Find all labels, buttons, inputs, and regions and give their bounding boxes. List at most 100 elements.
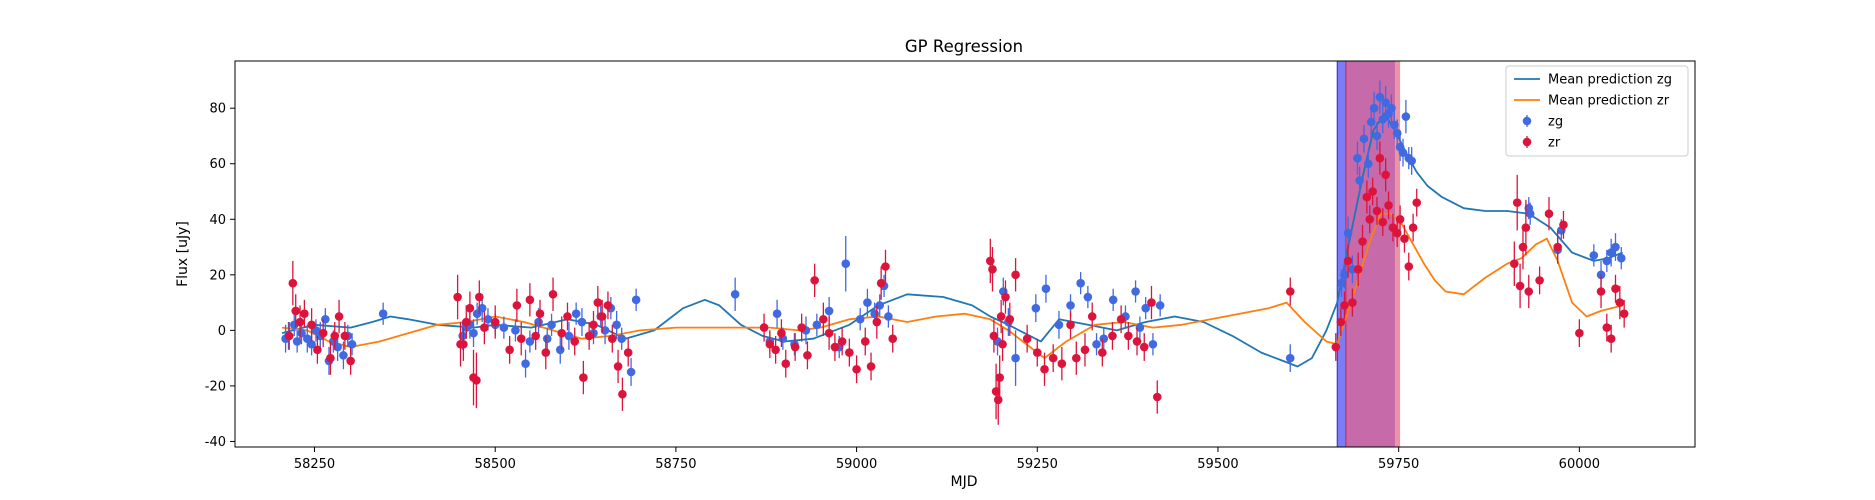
data-point-zr bbox=[995, 373, 1004, 382]
x-tick-label: 60000 bbox=[1559, 457, 1600, 472]
data-point-zg bbox=[525, 337, 535, 346]
data-point-zr bbox=[330, 331, 340, 341]
data-point-zr bbox=[1340, 301, 1349, 310]
data-point-zg bbox=[333, 342, 342, 352]
data-point-zg bbox=[577, 317, 587, 327]
data-point-zg bbox=[1353, 153, 1362, 163]
data-point-zg bbox=[469, 328, 478, 338]
data-point-zg bbox=[1343, 228, 1353, 238]
data-point-zr bbox=[837, 337, 847, 346]
y-tick-label: 80 bbox=[209, 102, 226, 117]
data-point-zr bbox=[1124, 331, 1133, 341]
data-point-zr bbox=[472, 376, 481, 385]
data-point-zg bbox=[1359, 134, 1369, 144]
data-point-zr bbox=[1336, 317, 1346, 327]
data-point-zg bbox=[1381, 98, 1390, 107]
data-point-zr bbox=[1032, 348, 1042, 357]
data-point-zr bbox=[531, 331, 540, 341]
data-point-zg bbox=[870, 309, 879, 319]
data-point-zr bbox=[300, 309, 309, 319]
data-point-zr bbox=[346, 356, 355, 366]
data-point-zr bbox=[872, 317, 882, 327]
data-point-zr bbox=[505, 345, 514, 355]
data-point-zg bbox=[600, 326, 610, 335]
shaded-region-zr bbox=[1395, 61, 1401, 447]
data-point-zr bbox=[1553, 242, 1562, 252]
data-point-zr bbox=[1048, 353, 1058, 363]
data-point-zr bbox=[1559, 220, 1568, 230]
data-point-zg bbox=[1387, 103, 1396, 113]
data-point-zg bbox=[1131, 287, 1140, 296]
data-point-zg bbox=[863, 298, 872, 307]
data-point-zg bbox=[875, 301, 885, 310]
data-point-zr bbox=[1400, 234, 1409, 244]
data-point-zg bbox=[1364, 159, 1373, 169]
data-point-zr bbox=[824, 328, 834, 338]
data-point-zg bbox=[1011, 353, 1020, 363]
chart-title: GP Regression bbox=[905, 37, 1023, 56]
data-point-zr bbox=[989, 331, 999, 341]
legend-label: zg bbox=[1548, 115, 1563, 130]
data-points bbox=[281, 80, 1629, 425]
data-point-zr bbox=[291, 306, 301, 316]
data-point-zr bbox=[819, 314, 828, 324]
data-point-zg bbox=[1155, 301, 1165, 310]
data-point-zr bbox=[1353, 264, 1363, 274]
data-point-zr bbox=[1615, 298, 1625, 307]
data-point-zg bbox=[1340, 270, 1349, 280]
plot-frame bbox=[234, 60, 1696, 448]
y-axis: -40 -20 0 20 40 60 80 bbox=[205, 102, 235, 450]
data-point-zr bbox=[1512, 198, 1522, 207]
data-point-zg bbox=[1392, 128, 1402, 138]
plot-area bbox=[281, 61, 1629, 447]
data-point-zr bbox=[307, 320, 316, 330]
data-point-zg bbox=[292, 337, 302, 346]
x-tick-label: 59500 bbox=[1197, 457, 1238, 472]
data-point-zr bbox=[584, 331, 594, 341]
legend-label: zr bbox=[1548, 136, 1561, 151]
data-point-zg bbox=[1372, 131, 1382, 141]
data-point-zr bbox=[1372, 206, 1382, 216]
data-point-zr bbox=[541, 348, 551, 357]
y-tick-label: 60 bbox=[209, 157, 226, 172]
data-point-zg bbox=[1525, 209, 1535, 219]
data-point-zr bbox=[1368, 187, 1377, 196]
data-point-zr bbox=[790, 342, 800, 352]
data-point-zr bbox=[461, 317, 471, 327]
data-point-zg bbox=[730, 289, 740, 299]
x-axis: 58250 58500 58750 59000 59250 59500 59750 60000 bbox=[294, 447, 1600, 472]
data-point-zg bbox=[555, 345, 565, 355]
data-point-zg bbox=[855, 314, 865, 324]
data-point-zr bbox=[881, 262, 890, 271]
data-point-zg bbox=[631, 295, 641, 305]
data-point-zr bbox=[996, 312, 1006, 321]
data-point-zr bbox=[465, 303, 475, 313]
data-point-zg bbox=[1390, 120, 1399, 130]
y-tick-label: -20 bbox=[205, 379, 226, 394]
data-point-zr bbox=[512, 301, 522, 310]
legend-point-swatch bbox=[1522, 116, 1532, 126]
data-point-zr bbox=[1524, 287, 1534, 296]
data-point-zr bbox=[765, 339, 775, 349]
data-point-zg bbox=[542, 334, 552, 343]
data-point-zr bbox=[1132, 337, 1142, 346]
y-tick-label: 0 bbox=[218, 324, 226, 339]
data-point-zr bbox=[1535, 276, 1544, 285]
data-point-zg bbox=[378, 309, 388, 319]
data-point-zg bbox=[483, 314, 493, 324]
data-point-zg bbox=[1398, 148, 1408, 157]
data-point-zg bbox=[884, 312, 893, 321]
data-point-zr bbox=[613, 362, 623, 371]
data-point-zr bbox=[1040, 364, 1049, 374]
data-point-zr bbox=[1544, 209, 1554, 219]
data-point-zr bbox=[860, 337, 870, 346]
data-point-zr bbox=[1521, 223, 1531, 232]
data-point-zr bbox=[1510, 259, 1519, 269]
data-point-zr bbox=[1375, 153, 1385, 163]
data-point-zg bbox=[617, 334, 626, 343]
data-point-zr bbox=[759, 323, 769, 332]
x-tick-label: 59750 bbox=[1378, 457, 1419, 472]
data-point-zr bbox=[490, 317, 500, 327]
data-point-zg bbox=[1611, 242, 1620, 252]
data-point-zr bbox=[1392, 228, 1402, 238]
